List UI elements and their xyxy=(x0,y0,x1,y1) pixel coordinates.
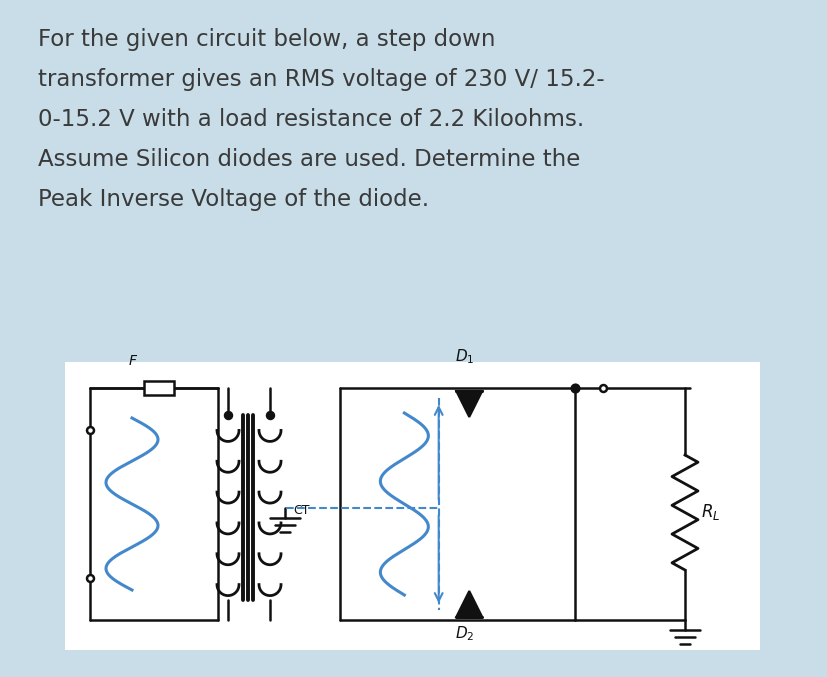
Text: transformer gives an RMS voltage of 230 V/ 15.2-: transformer gives an RMS voltage of 230 … xyxy=(38,68,604,91)
Polygon shape xyxy=(456,591,481,617)
Bar xyxy=(144,381,174,395)
Text: Peak Inverse Voltage of the diode.: Peak Inverse Voltage of the diode. xyxy=(38,188,428,211)
Text: CT: CT xyxy=(293,504,309,517)
Text: Assume Silicon diodes are used. Determine the: Assume Silicon diodes are used. Determin… xyxy=(38,148,580,171)
Text: $R_L$: $R_L$ xyxy=(700,502,719,523)
Text: F: F xyxy=(129,354,136,368)
Text: $D_2$: $D_2$ xyxy=(454,624,473,642)
Text: $D_1$: $D_1$ xyxy=(454,347,473,366)
Text: 0-15.2 V with a load resistance of 2.2 Kiloohms.: 0-15.2 V with a load resistance of 2.2 K… xyxy=(38,108,584,131)
Text: For the given circuit below, a step down: For the given circuit below, a step down xyxy=(38,28,495,51)
Bar xyxy=(65,362,759,650)
Polygon shape xyxy=(456,391,481,417)
